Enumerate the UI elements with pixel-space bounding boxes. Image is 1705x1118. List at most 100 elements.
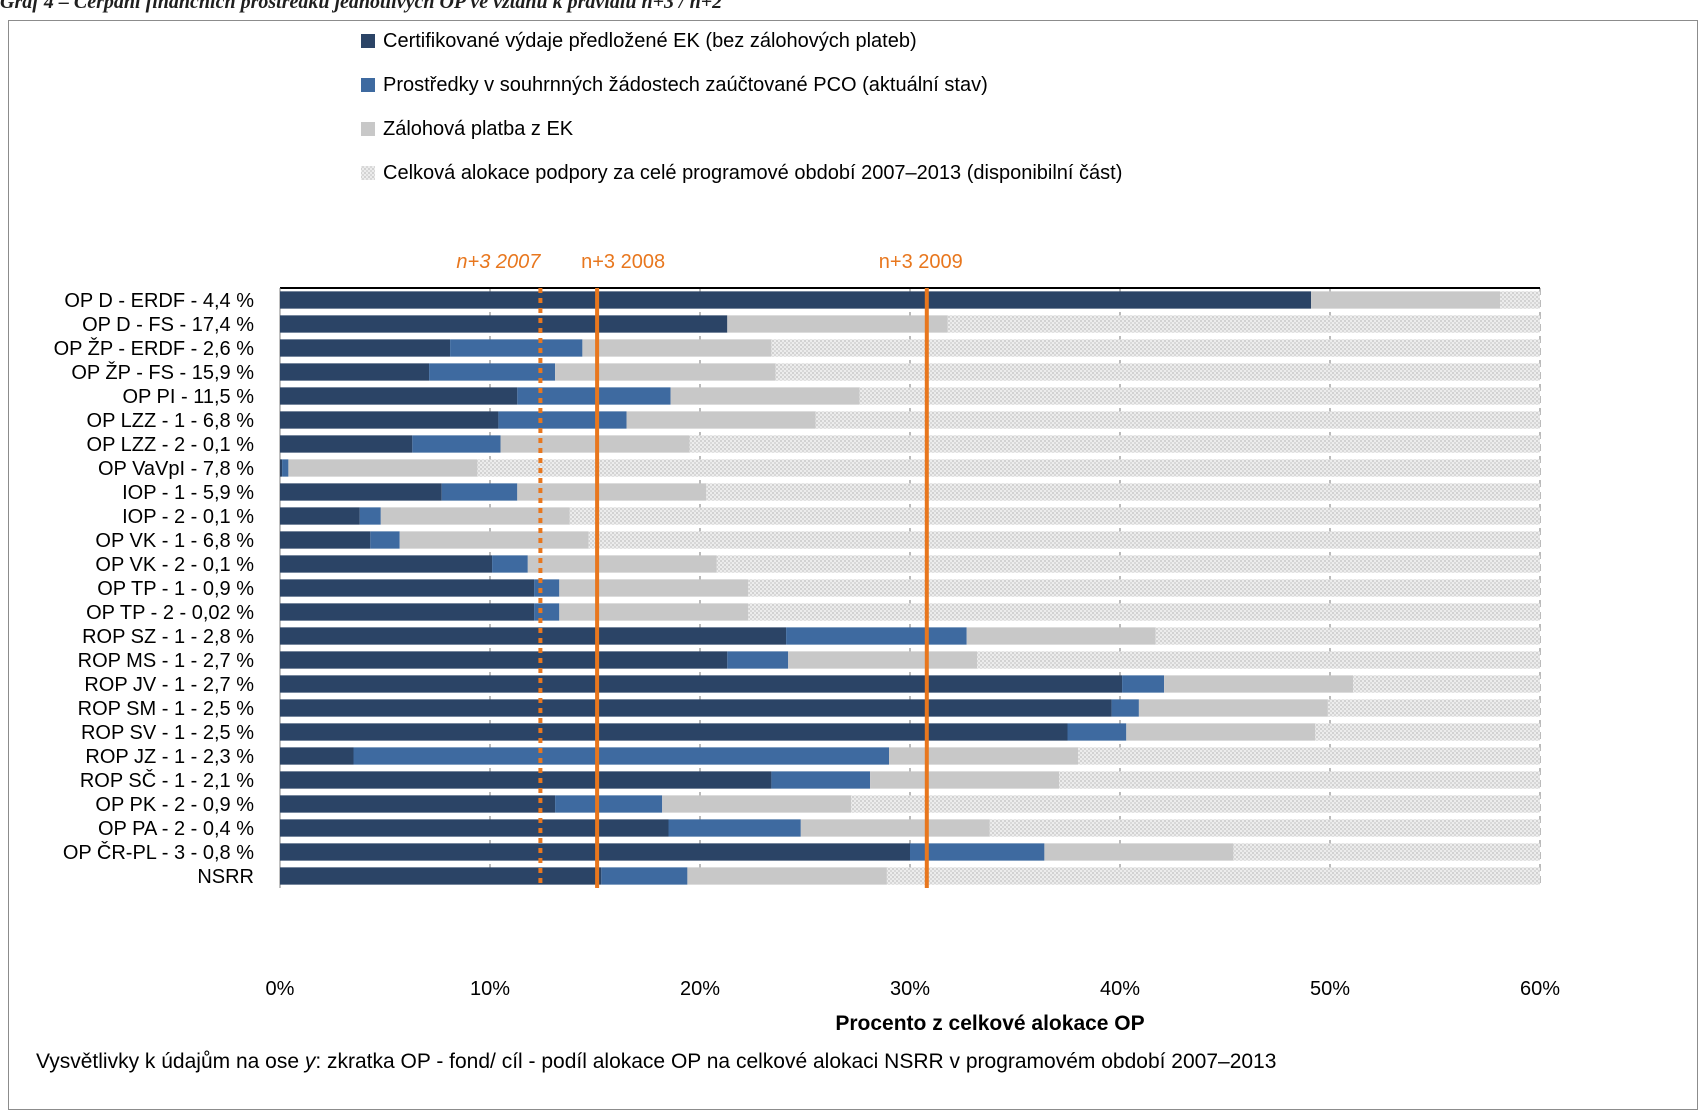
bar-certified-9 xyxy=(280,507,360,525)
bar-pco-18 xyxy=(1067,723,1127,741)
footnote: Vysvětlivky k údajům na ose y: zkratka O… xyxy=(36,1050,1276,1074)
deadline-label-2: n+3 2009 xyxy=(879,251,963,273)
bar-allocation-17 xyxy=(1327,699,1540,717)
bar-pco-22 xyxy=(668,819,801,837)
bar-allocation-6 xyxy=(689,435,1540,453)
bar-certified-21 xyxy=(280,795,556,813)
bar-allocation-15 xyxy=(977,651,1540,669)
y-label-5: OP LZZ - 1 - 6,8 % xyxy=(87,410,255,432)
bar-pco-10 xyxy=(370,531,400,549)
x-tick-label-10: 10% xyxy=(470,978,510,1000)
y-label-4: OP PI - 11,5 % xyxy=(122,386,254,408)
bar-advance-7 xyxy=(288,459,478,477)
bar-advance-19 xyxy=(889,747,1078,765)
bar-advance-9 xyxy=(380,507,570,525)
bar-certified-4 xyxy=(280,387,518,405)
footnote-axis-letter: y xyxy=(304,1050,316,1073)
bar-allocation-22 xyxy=(989,819,1540,837)
bar-allocation-9 xyxy=(569,507,1540,525)
bar-advance-3 xyxy=(555,363,776,381)
bar-pco-24 xyxy=(601,867,688,885)
bar-certified-22 xyxy=(280,819,669,837)
bar-advance-14 xyxy=(966,627,1156,645)
y-axis-labels: OP D - ERDF - 4,4 %OP D - FS - 17,4 %OP … xyxy=(54,290,255,888)
bar-allocation-13 xyxy=(748,603,1540,621)
x-axis-title: Procento z celkové alokace OP xyxy=(835,1012,1144,1035)
bar-advance-18 xyxy=(1126,723,1316,741)
legend-swatch-allocation xyxy=(361,166,375,180)
bar-certified-1 xyxy=(280,315,728,333)
bar-pco-4 xyxy=(517,387,671,405)
bar-allocation-21 xyxy=(851,795,1540,813)
bar-advance-11 xyxy=(527,555,717,573)
bar-pco-8 xyxy=(441,483,518,501)
bar-certified-23 xyxy=(280,843,910,861)
bar-advance-8 xyxy=(517,483,707,501)
bar-certified-18 xyxy=(280,723,1068,741)
y-label-22: OP PA - 2 - 0,4 % xyxy=(98,818,254,840)
bar-certified-20 xyxy=(280,771,772,789)
y-label-0: OP D - ERDF - 4,4 % xyxy=(64,290,254,312)
bar-certified-3 xyxy=(280,363,430,381)
y-label-24: NSRR xyxy=(197,866,254,888)
bar-certified-17 xyxy=(280,699,1112,717)
bar-allocation-24 xyxy=(886,867,1540,885)
y-label-1: OP D - FS - 17,4 % xyxy=(82,314,254,336)
bar-advance-5 xyxy=(626,411,816,429)
bar-certified-7 xyxy=(280,459,283,477)
y-label-11: OP VK - 2 - 0,1 % xyxy=(95,554,254,576)
bar-allocation-10 xyxy=(588,531,1540,549)
bar-allocation-5 xyxy=(815,411,1540,429)
x-tick-label-50: 50% xyxy=(1310,978,1350,1000)
bar-certified-10 xyxy=(280,531,371,549)
bar-advance-22 xyxy=(800,819,990,837)
bar-allocation-19 xyxy=(1078,747,1540,765)
bar-advance-20 xyxy=(870,771,1060,789)
bar-allocation-0 xyxy=(1500,291,1540,309)
bar-certified-24 xyxy=(280,867,602,885)
legend: Certifikované výdaje předložené EK (bez … xyxy=(361,30,1122,184)
y-label-16: ROP JV - 1 - 2,7 % xyxy=(84,674,254,696)
legend-swatch-certified xyxy=(361,34,375,48)
bar-advance-4 xyxy=(670,387,860,405)
legend-swatch-pco xyxy=(361,78,375,92)
bar-pco-9 xyxy=(359,507,381,525)
y-label-19: ROP JZ - 1 - 2,3 % xyxy=(85,746,254,768)
x-axis-tick-labels: 0% 10% 20% 30% 40% 50% 60% xyxy=(266,978,1561,1000)
legend-label-advance: Zálohová platba z EK xyxy=(383,118,574,140)
y-label-3: OP ŽP - FS - 15,9 % xyxy=(71,361,254,384)
deadline-label-0: n+3 2007 xyxy=(456,251,541,273)
bar-advance-17 xyxy=(1138,699,1328,717)
bar-pco-13 xyxy=(534,603,560,621)
bar-allocation-14 xyxy=(1155,627,1540,645)
y-label-15: ROP MS - 1 - 2,7 % xyxy=(78,650,255,672)
bar-certified-6 xyxy=(280,435,413,453)
x-tick-label-40: 40% xyxy=(1100,978,1140,1000)
bar-allocation-2 xyxy=(771,339,1540,357)
y-label-9: IOP - 2 - 0,1 % xyxy=(122,506,254,528)
bar-pco-15 xyxy=(727,651,789,669)
bar-certified-5 xyxy=(280,411,499,429)
bar-advance-13 xyxy=(559,603,749,621)
bar-allocation-20 xyxy=(1059,771,1540,789)
y-label-13: OP TP - 2 - 0,02 % xyxy=(86,602,254,624)
bar-allocation-1 xyxy=(947,315,1540,333)
x-tick-label-20: 20% xyxy=(680,978,720,1000)
bar-allocation-8 xyxy=(706,483,1540,501)
legend-label-allocation: Celková alokace podpory za celé programo… xyxy=(383,162,1122,184)
bar-pco-21 xyxy=(555,795,663,813)
y-label-2: OP ŽP - ERDF - 2,6 % xyxy=(54,337,255,360)
bar-advance-21 xyxy=(662,795,852,813)
legend-label-certified: Certifikované výdaje předložené EK (bez … xyxy=(383,30,917,52)
bar-allocation-11 xyxy=(716,555,1540,573)
bar-certified-2 xyxy=(280,339,451,357)
y-label-8: IOP - 1 - 5,9 % xyxy=(122,482,254,504)
bar-advance-12 xyxy=(559,579,749,597)
y-label-7: OP VaVpI - 7,8 % xyxy=(98,458,254,480)
bar-certified-12 xyxy=(280,579,535,597)
y-label-20: ROP SČ - 1 - 2,1 % xyxy=(80,769,254,792)
bar-certified-8 xyxy=(280,483,442,501)
deadline-lines: n+3 2007 n+3 2008 n+3 2009 xyxy=(456,251,963,888)
y-label-17: ROP SM - 1 - 2,5 % xyxy=(78,698,255,720)
